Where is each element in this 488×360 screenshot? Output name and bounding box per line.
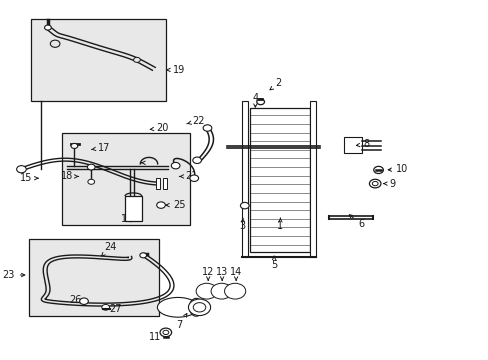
- Text: 27: 27: [103, 304, 122, 314]
- Ellipse shape: [189, 298, 203, 316]
- Text: 3: 3: [239, 218, 245, 231]
- Text: 10: 10: [387, 164, 407, 174]
- Circle shape: [200, 286, 213, 296]
- Circle shape: [218, 289, 224, 293]
- Text: 6: 6: [348, 215, 364, 229]
- Text: 15: 15: [20, 173, 38, 183]
- Circle shape: [17, 166, 26, 173]
- Bar: [242, 101, 247, 257]
- Text: 8: 8: [356, 139, 368, 149]
- Circle shape: [80, 298, 88, 305]
- Text: 24: 24: [102, 242, 116, 256]
- Circle shape: [192, 157, 201, 163]
- Text: 5: 5: [270, 256, 277, 270]
- Circle shape: [140, 253, 146, 258]
- Circle shape: [102, 305, 109, 310]
- Circle shape: [256, 99, 264, 105]
- Circle shape: [160, 328, 171, 337]
- Bar: [249, 108, 309, 252]
- Circle shape: [215, 286, 228, 296]
- Text: 21: 21: [179, 171, 197, 181]
- Text: 2: 2: [269, 78, 281, 90]
- Circle shape: [133, 57, 140, 62]
- Text: 13: 13: [216, 267, 228, 280]
- Circle shape: [240, 202, 248, 209]
- Text: 12: 12: [202, 267, 214, 280]
- Text: 14: 14: [229, 267, 242, 280]
- Circle shape: [224, 283, 245, 299]
- Circle shape: [228, 286, 242, 296]
- Circle shape: [193, 303, 205, 312]
- Text: 22: 22: [186, 116, 204, 126]
- Circle shape: [44, 25, 51, 30]
- Circle shape: [203, 289, 209, 293]
- Bar: [62, 134, 189, 225]
- Ellipse shape: [157, 297, 198, 317]
- Circle shape: [203, 125, 211, 131]
- Circle shape: [232, 289, 238, 293]
- Text: 26: 26: [69, 296, 84, 306]
- Bar: [31, 19, 165, 101]
- Text: 19: 19: [166, 65, 185, 75]
- Bar: [163, 178, 167, 189]
- Circle shape: [188, 299, 210, 316]
- Circle shape: [373, 166, 383, 174]
- Circle shape: [196, 283, 217, 299]
- Circle shape: [371, 181, 377, 186]
- Bar: [29, 239, 158, 316]
- Circle shape: [211, 283, 232, 299]
- Circle shape: [368, 179, 380, 188]
- Circle shape: [50, 40, 60, 47]
- Bar: [156, 178, 160, 189]
- Bar: [309, 101, 315, 257]
- Text: 20: 20: [150, 123, 168, 133]
- Text: 17: 17: [92, 143, 110, 153]
- Text: 18: 18: [61, 171, 79, 181]
- Circle shape: [189, 175, 198, 181]
- Text: 9: 9: [383, 179, 395, 189]
- Text: 1: 1: [277, 218, 283, 231]
- Text: 16: 16: [121, 211, 133, 224]
- Circle shape: [71, 143, 78, 148]
- Circle shape: [88, 179, 94, 184]
- Text: 23: 23: [2, 270, 25, 280]
- Text: 4: 4: [252, 93, 258, 107]
- Circle shape: [171, 162, 180, 169]
- Text: 25: 25: [165, 200, 185, 210]
- Text: 11: 11: [148, 332, 167, 342]
- Circle shape: [156, 202, 165, 208]
- Circle shape: [163, 330, 168, 334]
- Circle shape: [87, 164, 95, 170]
- Bar: [124, 196, 142, 221]
- Bar: [343, 137, 362, 153]
- Text: 7: 7: [176, 314, 186, 330]
